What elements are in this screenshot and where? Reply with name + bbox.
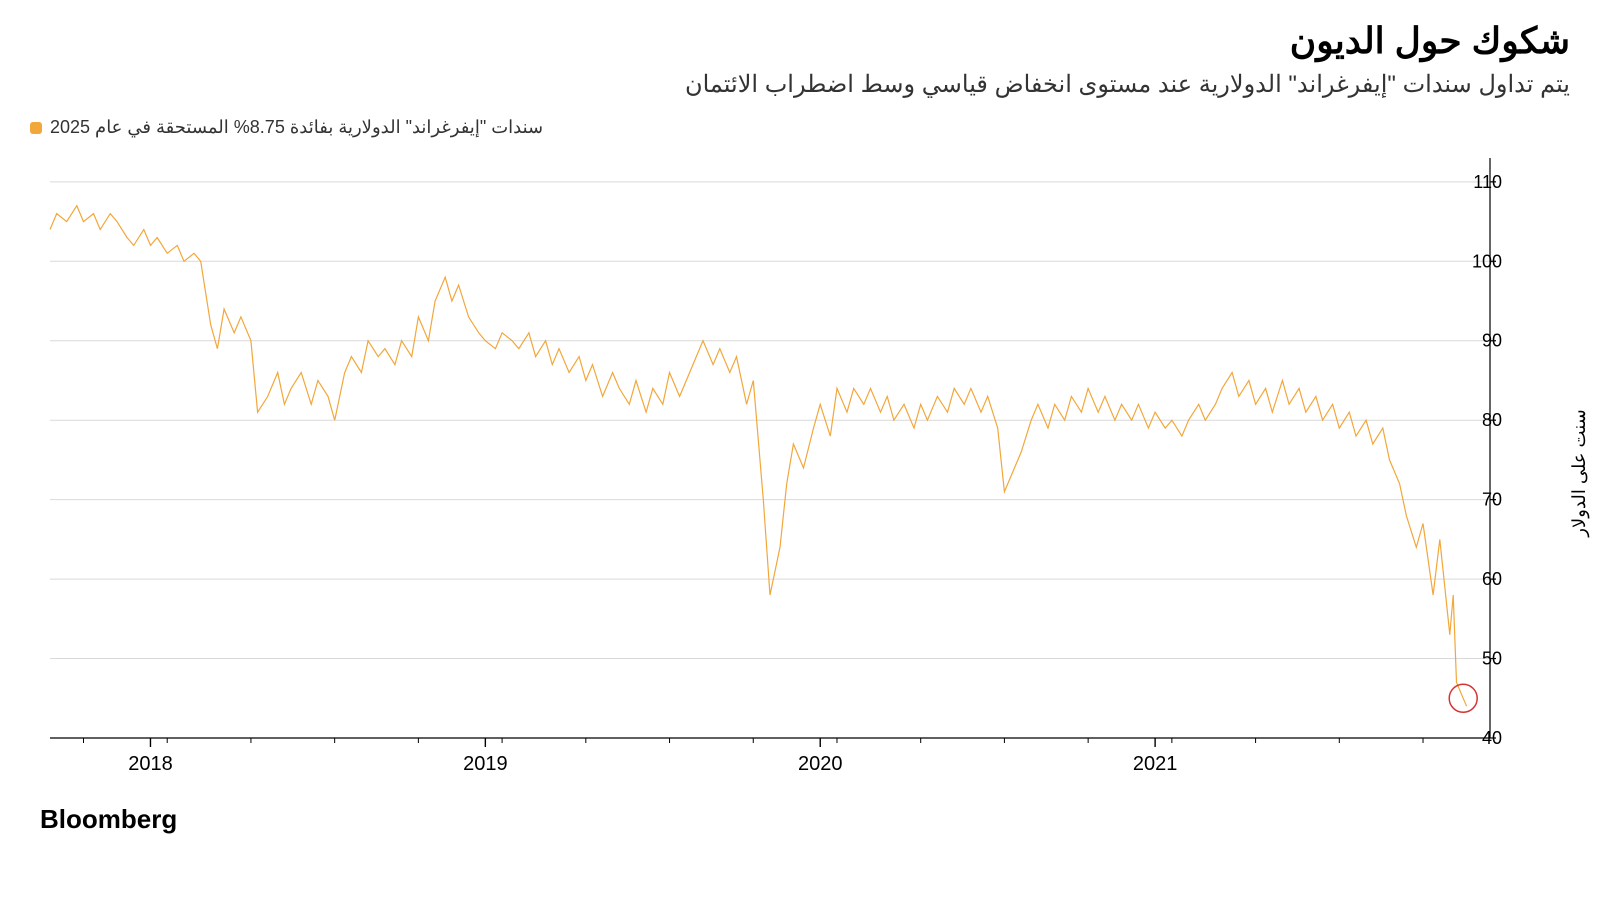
legend: سندات "إيفرغراند" الدولارية بفائدة 8.75%… (30, 117, 1570, 138)
svg-text:2018: 2018 (128, 753, 173, 775)
svg-text:80: 80 (1482, 410, 1502, 430)
svg-text:60: 60 (1482, 569, 1502, 589)
y-axis-title: سنت على الدولار (1568, 409, 1590, 536)
svg-text:70: 70 (1482, 490, 1502, 510)
chart-subtitle: يتم تداول سندات "إيفرغراند" الدولارية عن… (30, 70, 1570, 99)
svg-text:2021: 2021 (1133, 753, 1178, 775)
svg-text:90: 90 (1482, 331, 1502, 351)
source-attribution: Bloomberg (40, 804, 1570, 835)
chart-title: شكوك حول الديون (30, 20, 1570, 62)
svg-text:110: 110 (1473, 172, 1502, 192)
svg-text:2020: 2020 (798, 753, 843, 775)
legend-label: سندات "إيفرغراند" الدولارية بفائدة 8.75%… (50, 117, 543, 138)
chart-area: 4050607080901001102018201920202021 سنت ع… (30, 148, 1570, 798)
svg-text:2019: 2019 (463, 753, 508, 775)
legend-marker (30, 122, 42, 134)
svg-text:100: 100 (1472, 251, 1502, 271)
svg-text:50: 50 (1482, 649, 1502, 669)
line-chart-svg: 4050607080901001102018201920202021 (30, 148, 1570, 798)
